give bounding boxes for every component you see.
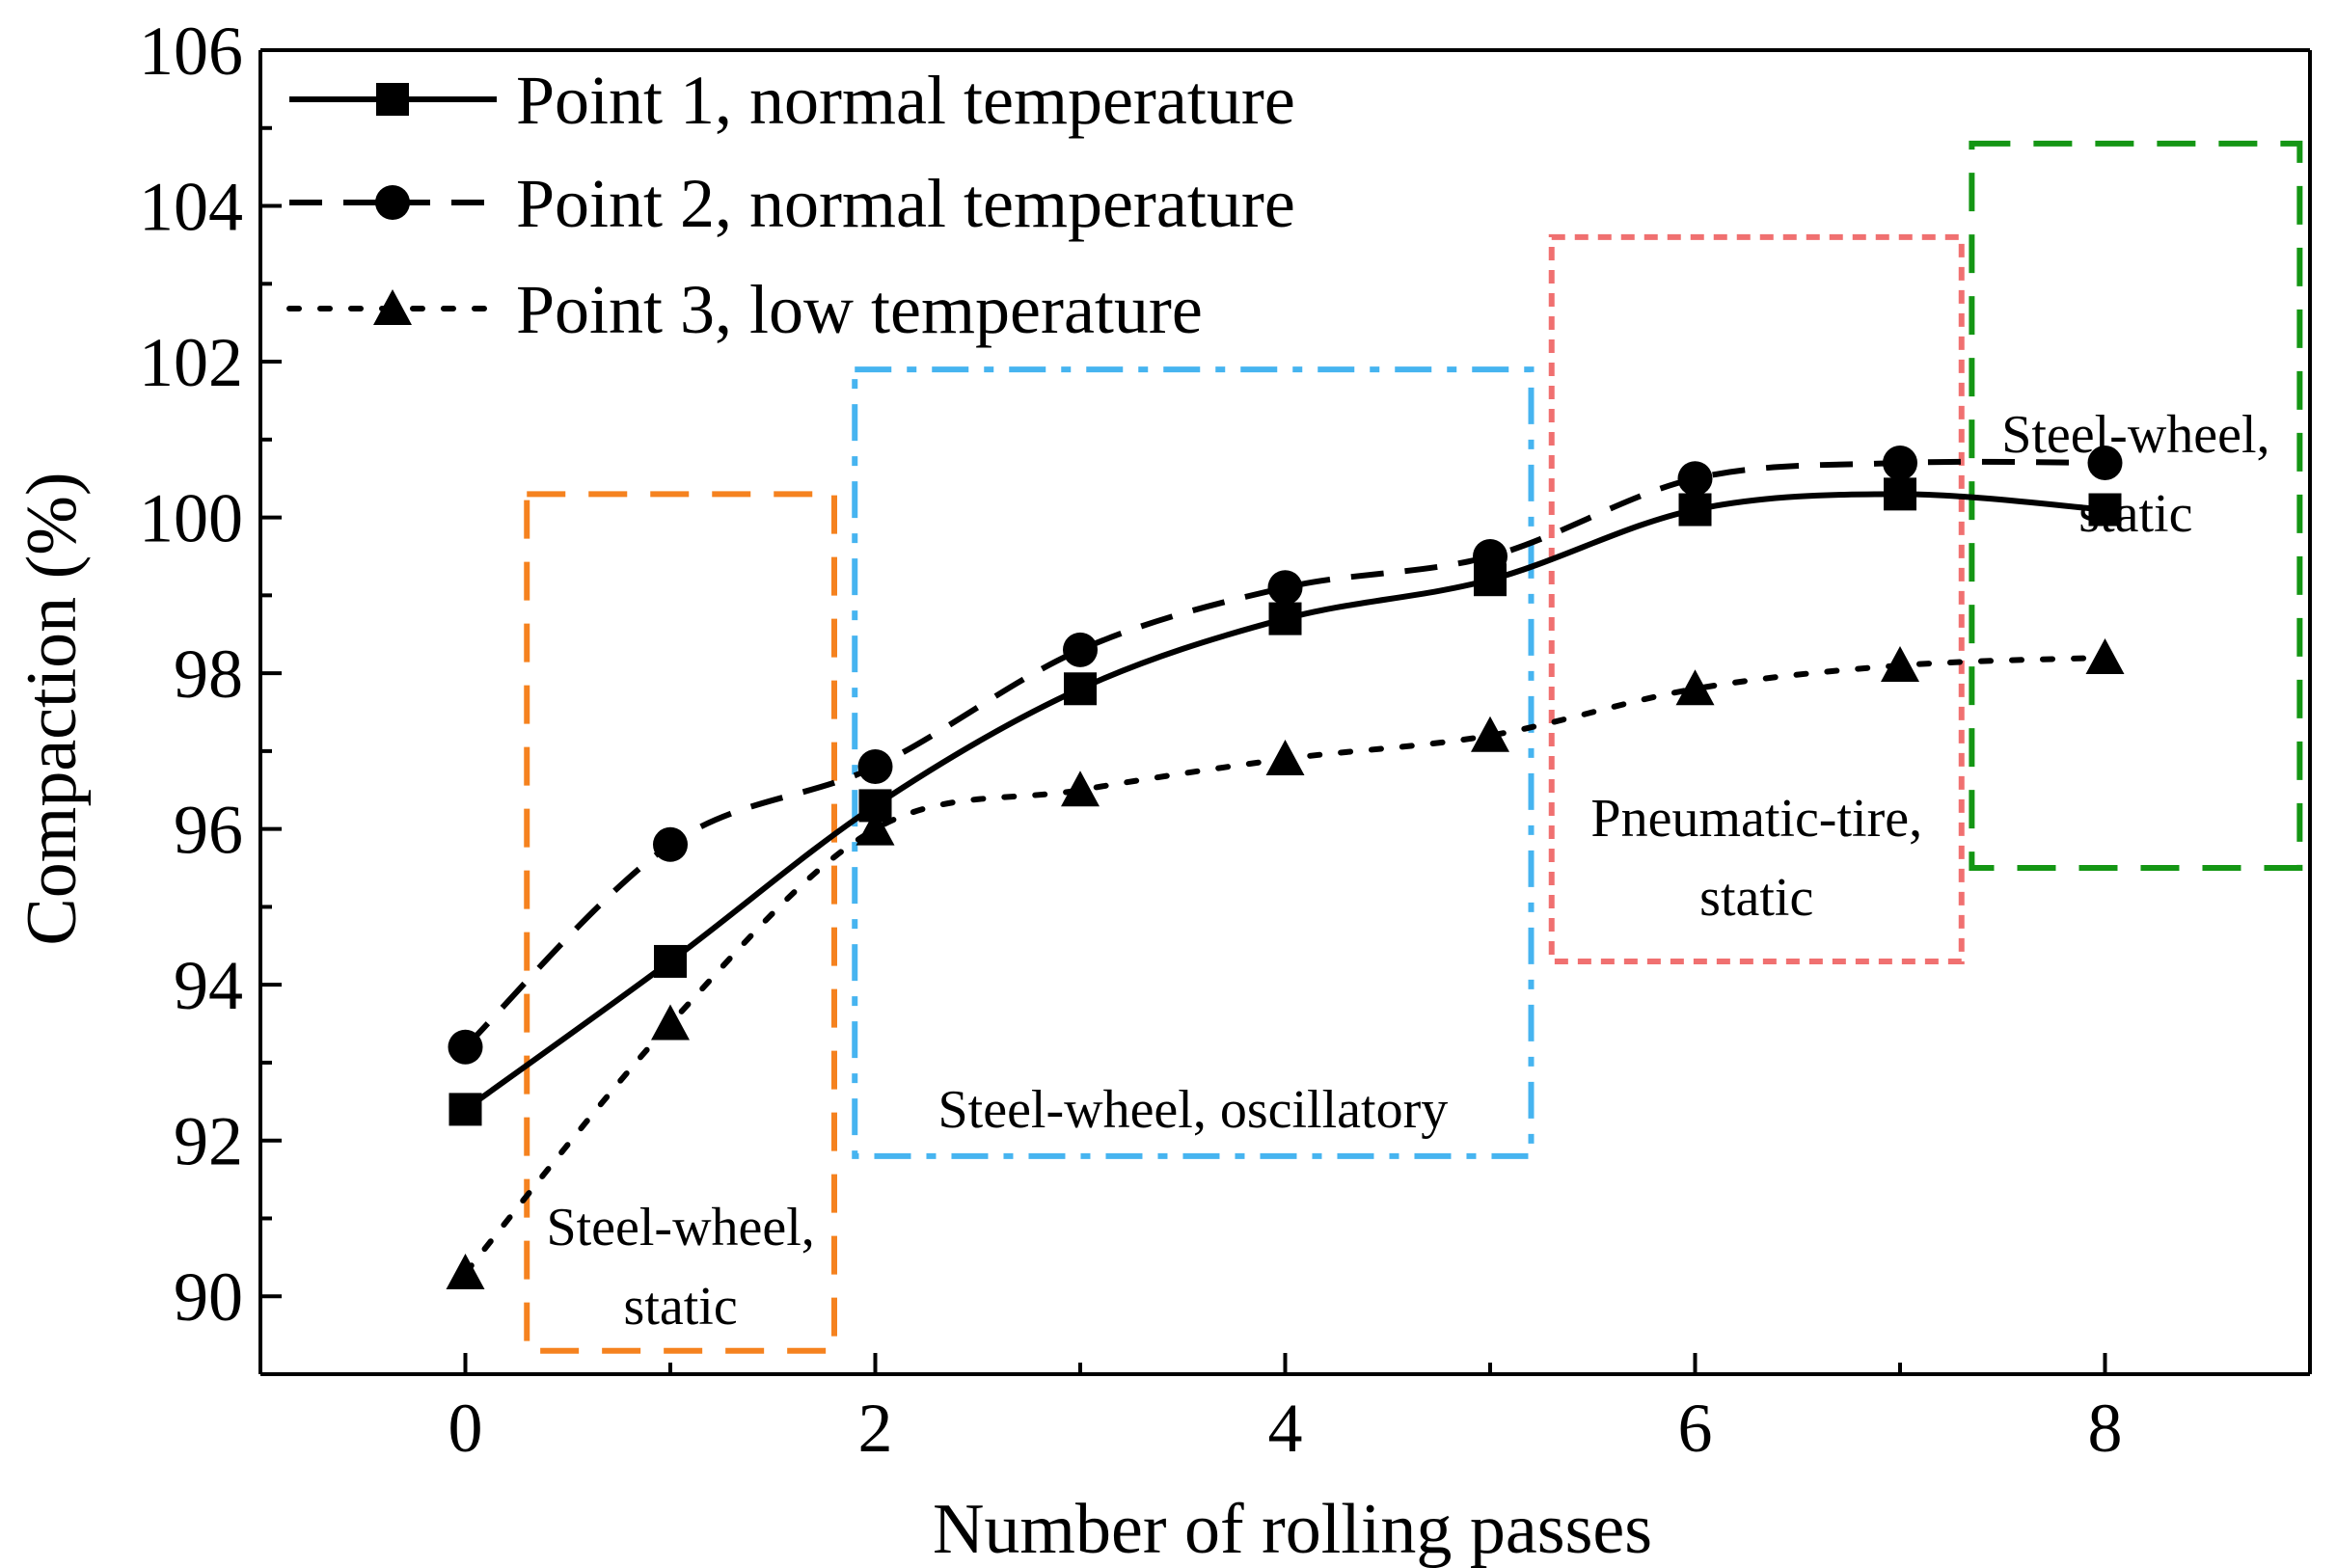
- y-tick-label-5: 100: [139, 480, 243, 557]
- series-1-point-8: [2087, 446, 2123, 481]
- x-tick-label-1: 2: [858, 1390, 893, 1467]
- series-2-point-6: [1675, 669, 1715, 706]
- legend-label-2: Point 3, low temperature: [516, 271, 1203, 348]
- series-0-point-4: [1268, 602, 1302, 635]
- series-1-point-4: [1267, 570, 1303, 606]
- y-tick-label-6: 102: [139, 324, 243, 401]
- series-1-point-6: [1677, 461, 1713, 497]
- series-1-point-1: [653, 826, 688, 862]
- series-line-0: [463, 491, 2105, 1112]
- series-0-point-8: [2088, 493, 2122, 527]
- series-0-point-1: [654, 944, 687, 978]
- y-axis-title: Compaction (%): [13, 472, 92, 945]
- regions-layer: Steel-wheel, static Steel-wheel, oscillato…: [524, 140, 2303, 1354]
- region-label-2-0: Pneumatic-tire,: [1590, 789, 1922, 849]
- x-tick-label-3: 6: [1678, 1390, 1713, 1467]
- series-1-point-2: [857, 749, 893, 785]
- legend-marker-2: [373, 289, 412, 325]
- region-label-1-0: Steel-wheel, oscillatory: [938, 1080, 1449, 1140]
- x-tick-label-2: 4: [1268, 1390, 1303, 1467]
- region-box-1: [852, 366, 1535, 1159]
- region-label-3-0: Steel-wheel,: [2001, 405, 2269, 465]
- series-2-point-7: [1881, 646, 1919, 683]
- legend-marker-0: [376, 83, 409, 116]
- y-tick-label-3: 96: [174, 792, 243, 869]
- series-layer: [446, 446, 2125, 1290]
- y-tick-label-1: 92: [174, 1103, 243, 1180]
- region-box-3: [1969, 140, 2303, 872]
- series-2-point-5: [1471, 716, 1509, 752]
- y-tick-label-7: 104: [139, 169, 243, 246]
- legend: Point 1, normal temperature Point 2, norm…: [286, 62, 1295, 348]
- series-2-point-4: [1265, 739, 1305, 775]
- series-2-point-3: [1061, 770, 1100, 807]
- series-1-point-0: [448, 1029, 483, 1065]
- region-label-2-1: static: [1699, 868, 1813, 928]
- y-tick-label-2: 94: [174, 947, 243, 1024]
- axes-layer: 0 2 4 6 8 90 92 94 96 98 100 102 104 106: [139, 13, 2312, 1467]
- series-0-point-7: [1884, 477, 1916, 511]
- series-1-point-5: [1473, 538, 1508, 574]
- legend-marker-1: [375, 185, 410, 220]
- y-tick-label-4: 98: [174, 635, 243, 713]
- series-1-point-7: [1883, 446, 1917, 481]
- x-axis-title: Number of rolling passes: [933, 1490, 1652, 1568]
- region-label-0-1: static: [624, 1277, 738, 1337]
- region-box-2: [1548, 233, 1965, 964]
- legend-label-1: Point 2, normal temperature: [516, 165, 1295, 242]
- series-2-point-0: [446, 1254, 485, 1290]
- x-tick-label-4: 8: [2088, 1390, 2123, 1467]
- legend-label-0: Point 1, normal temperature: [516, 62, 1295, 139]
- x-tick-label-0: 0: [448, 1390, 483, 1467]
- series-1-point-3: [1063, 632, 1098, 667]
- y-tick-label-0: 90: [174, 1258, 243, 1336]
- y-tick-label-8: 106: [139, 13, 243, 90]
- series-2-point-8: [2085, 637, 2125, 674]
- series-0-point-6: [1678, 493, 1712, 527]
- series-0-point-0: [448, 1093, 482, 1126]
- series-2-point-1: [651, 1004, 690, 1041]
- series-2-point-2: [856, 809, 895, 846]
- series-0-point-3: [1064, 672, 1097, 706]
- region-label-0-0: Steel-wheel,: [546, 1198, 814, 1257]
- region-box-0: [524, 491, 837, 1354]
